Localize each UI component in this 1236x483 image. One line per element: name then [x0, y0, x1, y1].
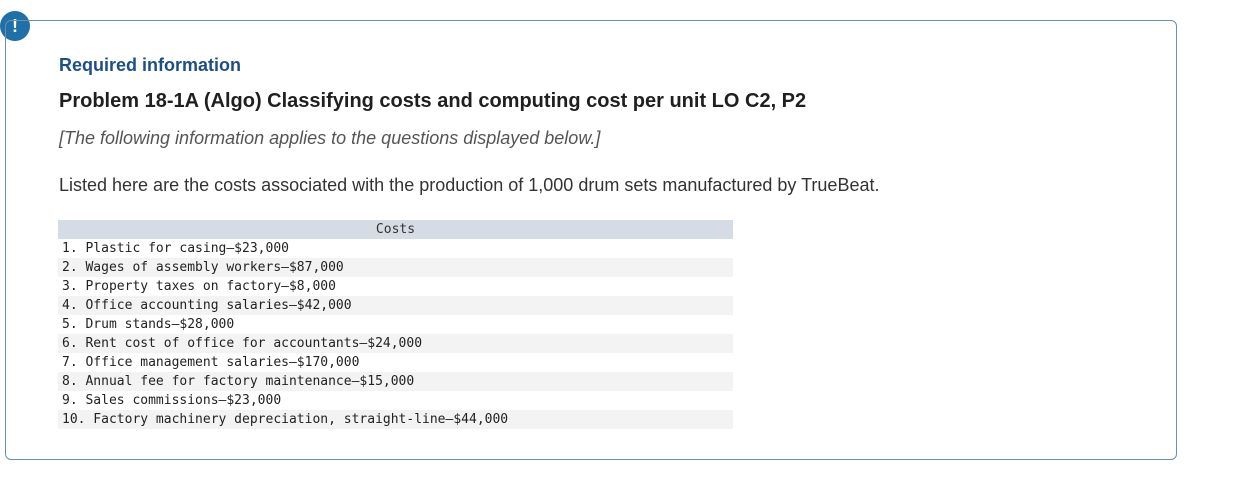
costs-table-header: Costs — [58, 220, 733, 239]
cost-item: 1. Plastic for casing—$23,000 — [62, 241, 289, 256]
costs-table: Costs 1. Plastic for casing—$23,000 2. W… — [58, 220, 733, 429]
required-information-heading: Required information — [59, 55, 242, 75]
cost-item: 4. Office accounting salaries—$42,000 — [58, 296, 733, 315]
problem-title: Problem 18-1A (Algo) Classifying costs a… — [59, 90, 807, 112]
info-note: [The following information applies to th… — [59, 128, 601, 148]
cost-item: 8. Annual fee for factory maintenance—$1… — [58, 372, 733, 391]
intro-text: Listed here are the costs associated wit… — [59, 175, 880, 195]
cost-item: 5. Drum stands—$28,000 — [62, 317, 235, 332]
cost-item: 10. Factory machinery depreciation, stra… — [58, 410, 733, 429]
cost-item: 7. Office management salaries—$170,000 — [62, 355, 360, 370]
cost-item: 2. Wages of assembly workers—$87,000 — [58, 258, 733, 277]
cost-item: 6. Rent cost of office for accountants—$… — [58, 334, 733, 353]
cost-item: 9. Sales commissions—$23,000 — [62, 393, 282, 408]
required-info-card: Required information Problem 18-1A (Algo… — [5, 20, 1177, 460]
cost-item: 3. Property taxes on factory—$8,000 — [62, 279, 336, 294]
